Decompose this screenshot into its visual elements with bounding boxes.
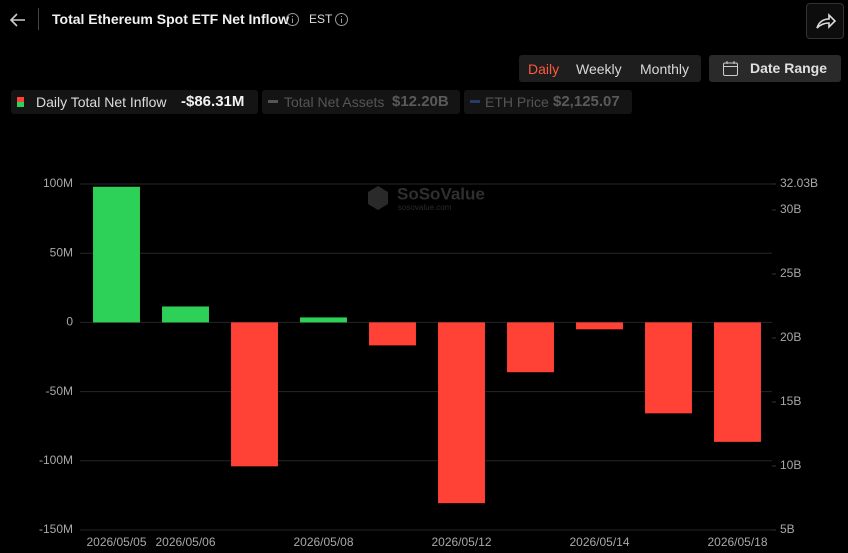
- legend-label: Daily Total Net Inflow: [36, 94, 167, 110]
- bar: [576, 322, 623, 330]
- bar: [93, 186, 140, 323]
- calendar-icon: [723, 61, 738, 76]
- legend-swatch: [17, 97, 24, 102]
- y-tick-label: 0: [66, 315, 73, 329]
- info-icon[interactable]: [285, 12, 300, 27]
- divider: [38, 8, 39, 30]
- y2-tick-label: 20B: [780, 330, 801, 344]
- legend-label: ETH Price: [485, 94, 549, 110]
- x-tick-label: 2026/05/12: [431, 535, 491, 549]
- bar: [162, 306, 209, 323]
- bar: [369, 322, 416, 346]
- legend-item[interactable]: ETH Price $2,125.07: [464, 90, 632, 114]
- period-option[interactable]: Weekly: [576, 61, 622, 77]
- bar: [231, 322, 278, 467]
- legend-item[interactable]: Daily Total Net Inflow -$86.31M: [11, 90, 258, 114]
- y-tick-label: -150M: [39, 522, 73, 536]
- legend-item[interactable]: Total Net Assets $12.20B: [262, 90, 460, 114]
- legend-value: $2,125.07: [553, 93, 620, 110]
- x-tick-label: 2026/05/05: [86, 535, 146, 549]
- y-tick-label: -100M: [39, 453, 73, 467]
- y-tick-label: -50M: [46, 384, 73, 398]
- legend-swatch: [470, 100, 480, 103]
- timezone: EST: [309, 12, 333, 26]
- watermark-brand: SoSoValue: [397, 184, 485, 203]
- period-option[interactable]: Daily: [528, 61, 560, 77]
- legend-swatch: [17, 102, 24, 107]
- share-icon: [816, 13, 837, 29]
- period-selector: Daily Weekly Monthly: [519, 55, 701, 82]
- bar: [714, 322, 761, 442]
- period-option[interactable]: Monthly: [640, 61, 690, 77]
- y2-tick-label: 5B: [780, 522, 795, 536]
- x-tick-label: 2026/05/06: [155, 535, 215, 549]
- watermark-site: sosovalue.com: [398, 203, 452, 212]
- bar: [438, 322, 485, 504]
- watermark-logo: [368, 186, 388, 210]
- legend-value: -$86.31M: [181, 93, 245, 110]
- x-tick-label: 2026/05/08: [293, 535, 353, 549]
- date-range-label: Date Range: [750, 60, 828, 76]
- y2-tick-label: 10B: [780, 458, 801, 472]
- share-button[interactable]: [806, 3, 844, 39]
- y2-tick-label: 30B: [780, 202, 801, 216]
- info-icon[interactable]: [334, 12, 349, 27]
- page-title: Total Ethereum Spot ETF Net Inflow: [52, 11, 289, 27]
- bar: [300, 317, 347, 323]
- date-range-button[interactable]: Date Range: [709, 55, 841, 82]
- legend-swatch: [268, 100, 278, 103]
- legend-value: $12.20B: [392, 93, 449, 110]
- bar: [507, 322, 554, 373]
- x-tick-label: 2026/05/14: [569, 535, 629, 549]
- watermark: SoSoValue sosovalue.com: [368, 184, 485, 212]
- bar: [645, 322, 692, 414]
- y-tick-label: 50M: [50, 245, 73, 259]
- y2-tick-label: 25B: [780, 266, 801, 280]
- legend-label: Total Net Assets: [284, 94, 385, 110]
- x-tick-label: 2026/05/18: [707, 535, 767, 549]
- y-tick-label: 100M: [43, 176, 73, 190]
- y2-tick-label: 15B: [780, 394, 801, 408]
- back-icon[interactable]: [8, 10, 28, 30]
- y2-tick-label: 32.03B: [780, 176, 818, 190]
